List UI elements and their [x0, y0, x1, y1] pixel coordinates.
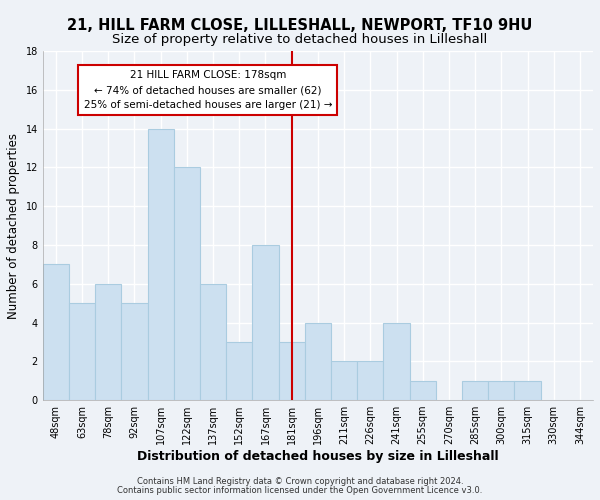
Y-axis label: Number of detached properties: Number of detached properties — [7, 132, 20, 318]
Text: 21 HILL FARM CLOSE: 178sqm
← 74% of detached houses are smaller (62)
25% of semi: 21 HILL FARM CLOSE: 178sqm ← 74% of deta… — [83, 70, 332, 110]
Text: Size of property relative to detached houses in Lilleshall: Size of property relative to detached ho… — [112, 34, 488, 46]
Bar — [148, 128, 174, 400]
Bar — [383, 322, 410, 400]
Bar — [253, 245, 278, 400]
Bar — [278, 342, 305, 400]
Bar — [514, 380, 541, 400]
Bar — [462, 380, 488, 400]
Bar — [174, 168, 200, 400]
Bar — [200, 284, 226, 400]
Bar — [226, 342, 253, 400]
Bar — [305, 322, 331, 400]
Bar — [121, 303, 148, 400]
Bar — [488, 380, 514, 400]
Bar — [95, 284, 121, 400]
X-axis label: Distribution of detached houses by size in Lilleshall: Distribution of detached houses by size … — [137, 450, 499, 463]
Text: 21, HILL FARM CLOSE, LILLESHALL, NEWPORT, TF10 9HU: 21, HILL FARM CLOSE, LILLESHALL, NEWPORT… — [67, 18, 533, 32]
Text: Contains public sector information licensed under the Open Government Licence v3: Contains public sector information licen… — [118, 486, 482, 495]
Text: Contains HM Land Registry data © Crown copyright and database right 2024.: Contains HM Land Registry data © Crown c… — [137, 477, 463, 486]
Bar — [69, 303, 95, 400]
Bar — [43, 264, 69, 400]
Bar — [331, 362, 357, 400]
Bar — [410, 380, 436, 400]
Bar — [357, 362, 383, 400]
